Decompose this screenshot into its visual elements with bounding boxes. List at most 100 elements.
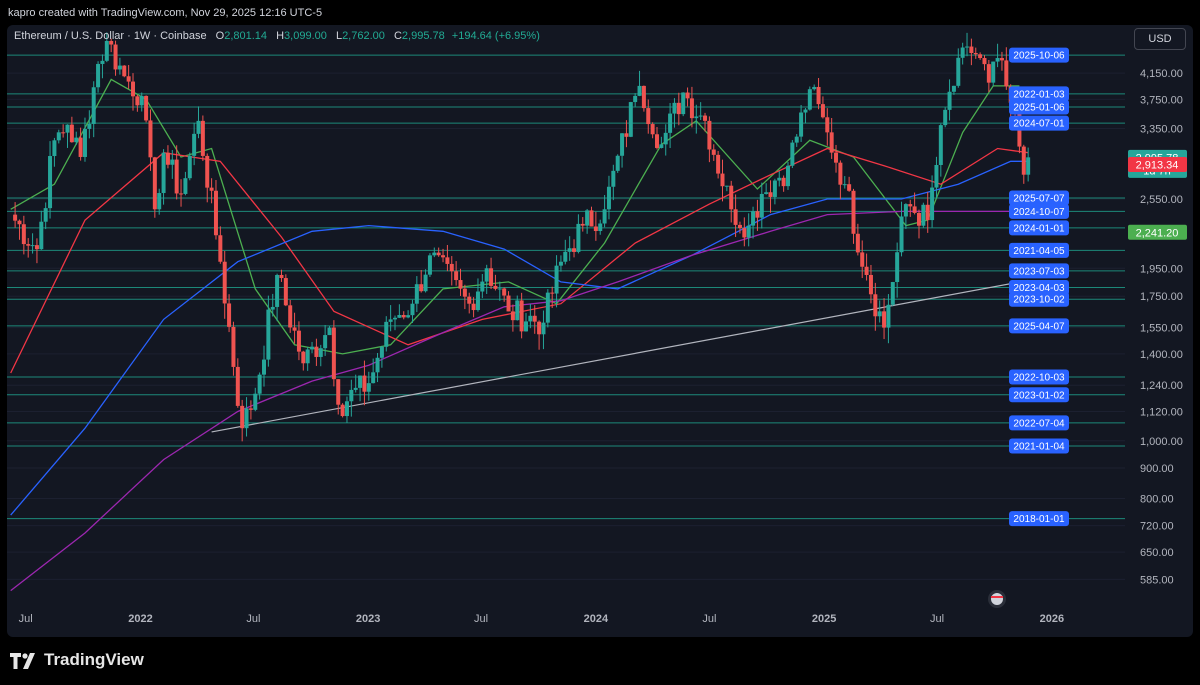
- level-date-badge[interactable]: [1009, 291, 1069, 307]
- y-axis-tick-label: 900.00: [1140, 463, 1174, 475]
- candle-body: [489, 268, 494, 286]
- candle-body: [270, 306, 275, 310]
- level-date-badge[interactable]: [1009, 415, 1069, 431]
- candle-body: [131, 81, 136, 97]
- y-axis-tick-label: 3,350.00: [1140, 123, 1183, 135]
- candle-body: [257, 374, 262, 394]
- candle-body: [934, 165, 939, 188]
- candle-body: [598, 223, 603, 232]
- moving-average-line: [10, 78, 1020, 355]
- candle-body: [117, 65, 122, 70]
- candle-body: [449, 263, 454, 272]
- candle-body: [860, 252, 865, 267]
- level-date-label: 2021-04-05: [1013, 246, 1065, 257]
- level-date-badge[interactable]: [1009, 242, 1069, 258]
- candle-body: [493, 285, 498, 289]
- chart-canvas[interactable]: 2025-10-06 2022-01-03 2025-01-06 2024-07-01…: [7, 25, 1193, 637]
- candle-body: [502, 288, 507, 296]
- candle-body: [253, 393, 258, 410]
- candle-body: [580, 223, 585, 226]
- candle-body: [751, 211, 756, 226]
- candle-body: [1026, 157, 1031, 175]
- y-axis-tick-label: 800.00: [1140, 493, 1174, 505]
- candle-body: [519, 300, 524, 332]
- candle-body: [528, 315, 533, 322]
- candle-body: [209, 187, 214, 191]
- level-date-label: 2022-01-03: [1013, 89, 1065, 100]
- candle-body: [288, 305, 293, 328]
- level-date-badge[interactable]: [1009, 190, 1069, 206]
- y-axis-tick-label: 650.00: [1140, 547, 1174, 559]
- candle-body: [17, 220, 22, 225]
- level-date-badge[interactable]: [1009, 280, 1069, 296]
- candle-body: [34, 245, 39, 250]
- level-date-badge[interactable]: [1009, 86, 1069, 102]
- candle-body: [475, 291, 480, 311]
- candle-body: [200, 120, 205, 156]
- ohlc-legend: Ethereum / U.S. Dollar · 1W · Coinbase O…: [14, 30, 540, 42]
- candle-body: [331, 327, 336, 380]
- candle-body: [855, 233, 860, 253]
- candle-body: [471, 303, 476, 311]
- candle-body: [523, 321, 528, 332]
- candle-body: [161, 152, 166, 194]
- candle-body: [606, 186, 611, 210]
- candle-body: [969, 46, 974, 53]
- candle-body: [912, 206, 917, 213]
- candle-body: [720, 173, 725, 187]
- candle-body: [816, 86, 821, 105]
- candle-body: [135, 96, 140, 106]
- candle-body: [122, 65, 127, 77]
- candle-body: [799, 112, 804, 137]
- brand-name: TradingView: [44, 650, 144, 669]
- candle-body: [663, 132, 668, 145]
- price-tag-label: 2,913.34: [1136, 160, 1179, 172]
- price-tag-label: 2,241.20: [1136, 227, 1179, 239]
- candle-body: [213, 190, 218, 236]
- level-date-badge[interactable]: [1009, 115, 1069, 131]
- y-axis-tick-label: 4,150.00: [1140, 68, 1183, 80]
- level-date-badge[interactable]: [1009, 263, 1069, 279]
- candle-body: [729, 185, 734, 210]
- candle-body: [91, 87, 96, 124]
- level-date-badge[interactable]: [1009, 438, 1069, 454]
- level-date-badge[interactable]: [1009, 318, 1069, 334]
- attribution-bar: kapro created with TradingView.com, Nov …: [0, 0, 1200, 26]
- candle-body: [174, 159, 179, 194]
- level-date-badge[interactable]: [1009, 511, 1069, 527]
- price-tag: [1128, 157, 1187, 173]
- candle-body: [611, 170, 616, 187]
- candle-body: [423, 274, 428, 292]
- candle-body: [327, 327, 332, 336]
- candle-body: [995, 58, 1000, 62]
- candle-body: [895, 252, 900, 283]
- candle-body: [441, 255, 446, 258]
- candle-body: [484, 268, 489, 282]
- tradingview-logo[interactable]: TradingView: [10, 650, 144, 670]
- candle-body: [48, 156, 53, 209]
- level-date-label: 2025-04-07: [1013, 321, 1065, 332]
- level-date-badge[interactable]: [1009, 203, 1069, 219]
- y-axis-tick-label: 1,550.00: [1140, 323, 1183, 335]
- level-date-badge[interactable]: [1009, 369, 1069, 385]
- candle-body: [515, 300, 520, 321]
- level-date-badge[interactable]: [1009, 220, 1069, 236]
- candle-body: [506, 295, 511, 312]
- x-axis-tick-label: Jul: [702, 613, 716, 625]
- level-date-label: 2024-07-01: [1013, 119, 1065, 130]
- currency-button[interactable]: USD: [1134, 28, 1186, 50]
- candle-body: [707, 120, 712, 150]
- candle-body: [532, 315, 537, 322]
- candle-body: [681, 92, 686, 115]
- candle-body: [462, 288, 467, 297]
- candle-body: [646, 108, 651, 125]
- candle-body: [414, 284, 419, 304]
- symbol-description[interactable]: Ethereum / U.S. Dollar · 1W · Coinbase: [14, 30, 207, 42]
- candle-body: [794, 136, 799, 143]
- candle-body: [510, 311, 515, 321]
- candle-body: [742, 228, 747, 238]
- level-date-badge[interactable]: [1009, 47, 1069, 63]
- level-date-badge[interactable]: [1009, 387, 1069, 403]
- level-date-badge[interactable]: [1009, 99, 1069, 115]
